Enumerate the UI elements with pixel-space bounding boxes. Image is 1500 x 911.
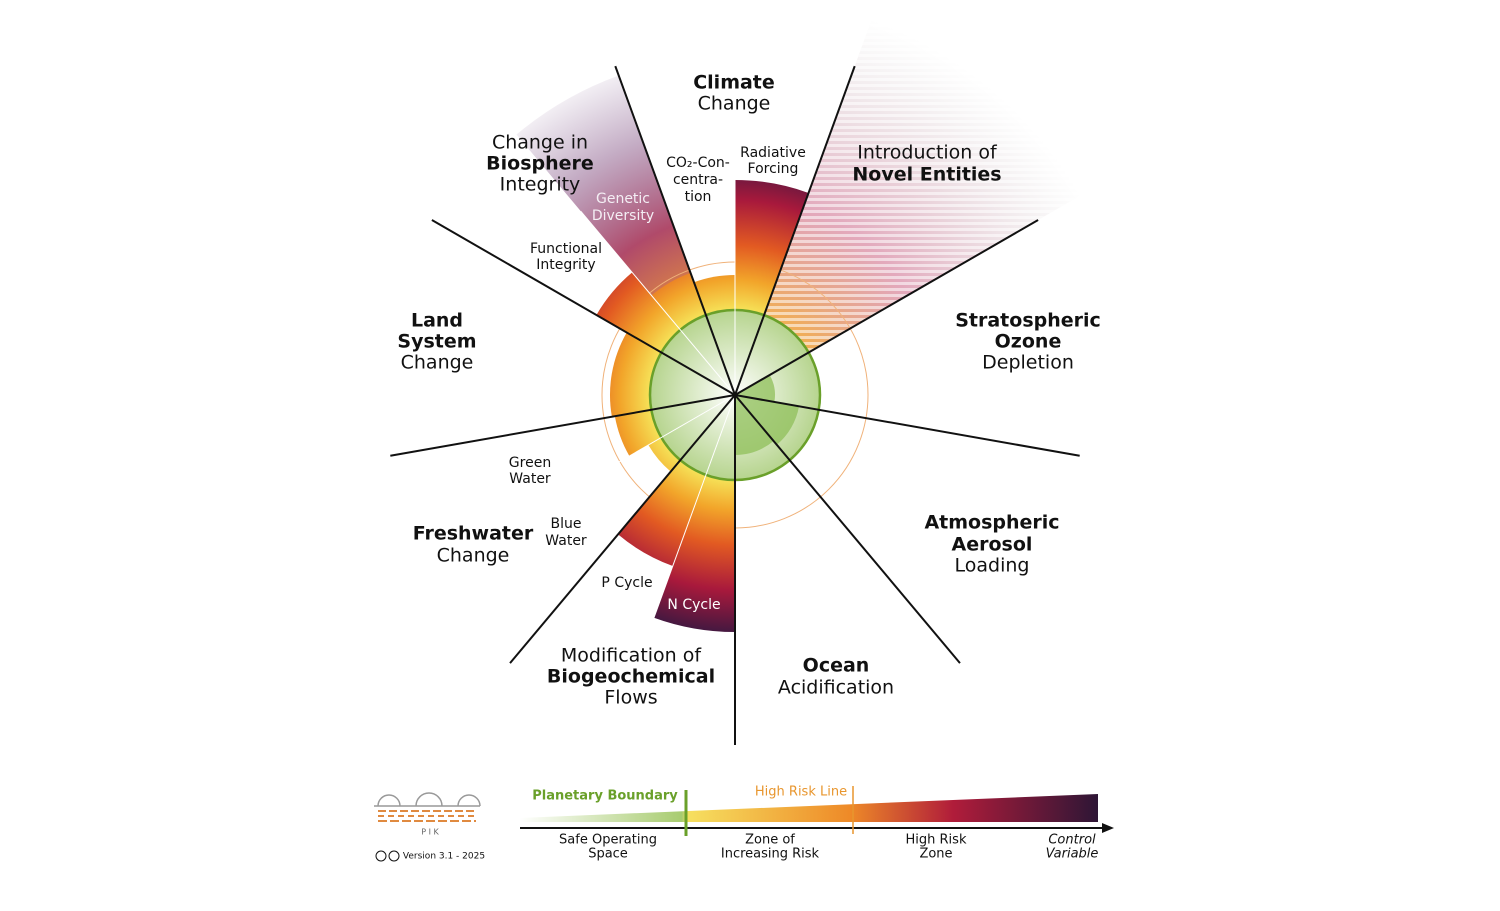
label: Modification of bbox=[561, 645, 702, 667]
by-icon bbox=[388, 850, 400, 862]
label: Green bbox=[509, 455, 551, 471]
legend-label: Space bbox=[588, 847, 628, 862]
label: CO₂-Con- bbox=[666, 155, 730, 171]
label: Change in bbox=[492, 132, 588, 154]
label: Biogeochemical bbox=[547, 666, 715, 688]
safe-wedge bbox=[735, 395, 774, 455]
sector-line bbox=[734, 219, 1039, 396]
sector-line bbox=[734, 394, 1080, 457]
label: Depletion bbox=[982, 352, 1074, 374]
logo-text: P I K bbox=[421, 828, 439, 837]
label: Change bbox=[437, 545, 510, 567]
sub-divider bbox=[526, 394, 736, 516]
label: Loading bbox=[955, 555, 1030, 577]
pik-logo: P I K Version 3.1 - 2025 bbox=[374, 792, 485, 862]
label: Forcing bbox=[748, 161, 799, 177]
legend-label: Safe Operating bbox=[559, 833, 657, 848]
label: Freshwater bbox=[413, 523, 534, 545]
label: N Cycle bbox=[667, 597, 720, 613]
sector-line bbox=[614, 65, 736, 396]
sector-line bbox=[734, 394, 961, 664]
logo-bars bbox=[378, 810, 476, 822]
label: Biosphere bbox=[486, 153, 594, 175]
sector-line bbox=[390, 394, 736, 457]
novel-entities-hatch bbox=[735, 19, 1082, 395]
sector-line bbox=[734, 65, 856, 396]
safe-wedge bbox=[735, 395, 800, 445]
arrow-head bbox=[1102, 823, 1114, 833]
label: Novel Entities bbox=[852, 164, 1001, 186]
safe-wedge bbox=[735, 375, 775, 402]
label: P Cycle bbox=[601, 575, 652, 591]
label: Blue bbox=[551, 516, 582, 532]
label: Radiative bbox=[740, 145, 806, 161]
legend-label: Zone of bbox=[745, 833, 795, 848]
version: Version 3.1 - 2025 bbox=[403, 852, 485, 862]
label: Climate bbox=[693, 72, 775, 94]
label: Ocean bbox=[803, 655, 870, 677]
legend: Planetary Boundary High Risk Line Safe O… bbox=[520, 785, 1114, 862]
label: Change bbox=[698, 93, 771, 115]
labels: Climate Change CO₂-Con- centra- tion Rad… bbox=[397, 72, 1100, 709]
legend-label: Planetary Boundary bbox=[532, 789, 678, 804]
label: Acidification bbox=[778, 677, 894, 699]
label: Water bbox=[545, 533, 587, 549]
sector-line bbox=[431, 219, 736, 396]
legend-label: High Risk bbox=[906, 833, 967, 848]
label: Introduction of bbox=[857, 142, 998, 164]
cc-icon bbox=[375, 850, 387, 862]
label: centra- bbox=[673, 172, 723, 188]
label: Integrity bbox=[500, 174, 581, 196]
label: Change bbox=[401, 352, 474, 374]
sub-divider bbox=[580, 210, 736, 396]
legend-label: Increasing Risk bbox=[721, 847, 820, 862]
logo-arcs bbox=[377, 792, 481, 807]
label: System bbox=[397, 331, 476, 353]
label: Ozone bbox=[995, 331, 1062, 353]
label: Functional bbox=[530, 241, 602, 257]
label: Water bbox=[509, 471, 551, 487]
legend-label: Variable bbox=[1046, 847, 1099, 862]
label: tion bbox=[685, 189, 712, 205]
legend-label: High Risk Line bbox=[755, 785, 847, 800]
label: Land bbox=[411, 310, 463, 332]
label: Stratospheric bbox=[955, 310, 1101, 332]
label: Genetic bbox=[596, 191, 650, 207]
legend-bar bbox=[520, 794, 1098, 822]
sub-divider bbox=[652, 394, 736, 621]
label: Aerosol bbox=[952, 534, 1033, 556]
sector-line bbox=[509, 394, 736, 664]
legend-label: Zone bbox=[919, 847, 952, 862]
legend-label: Control bbox=[1048, 833, 1096, 848]
label: Integrity bbox=[536, 257, 595, 273]
label: Diversity bbox=[592, 208, 654, 224]
wedges bbox=[390, 19, 1082, 745]
label: Flows bbox=[604, 687, 657, 709]
label: Atmospheric bbox=[924, 512, 1059, 534]
